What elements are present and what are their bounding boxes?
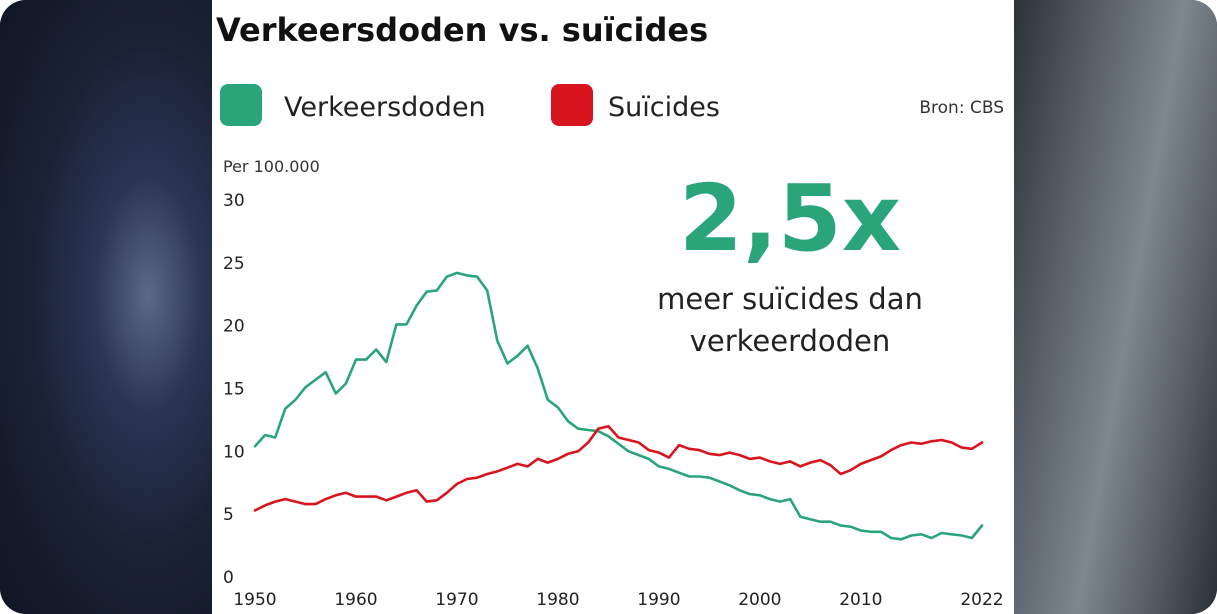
legend-swatch-suicides xyxy=(551,84,593,126)
y-tick-label: 5 xyxy=(223,505,234,525)
infographic-panel: Verkeersdoden vs. suïcides Verkeersdoden… xyxy=(212,0,1014,614)
x-tick-label: 2000 xyxy=(738,590,781,610)
x-tick-label: 1980 xyxy=(536,590,579,610)
series-line-verkeersdoden xyxy=(253,271,984,541)
highlight-callout: 2,5x meer suïcides dan verkeerdoden xyxy=(657,165,923,358)
line-chart: Verkeersdoden vs. suïcides Verkeersdoden… xyxy=(216,11,1004,610)
plot-area xyxy=(253,271,984,541)
y-axis: 0 5 10 15 20 25 30 xyxy=(223,191,245,588)
legend-swatch-verkeersdoden xyxy=(220,84,262,126)
y-tick-label: 25 xyxy=(223,254,245,274)
x-tick-label: 1950 xyxy=(233,590,276,610)
x-tick-label: 1990 xyxy=(637,590,680,610)
car-photo-right xyxy=(1014,0,1217,614)
x-tick-label: 2022 xyxy=(960,590,1003,610)
x-axis: 1950 1960 1970 1980 1990 2000 2010 2022 xyxy=(233,590,1003,610)
highlight-text-line1: meer suïcides dan xyxy=(657,282,923,316)
x-tick-label: 1960 xyxy=(334,590,377,610)
source-label: Bron: CBS xyxy=(919,98,1004,118)
chart-title: Verkeersdoden vs. suïcides xyxy=(216,11,708,49)
y-tick-label: 20 xyxy=(223,317,245,337)
x-tick-label: 2010 xyxy=(839,590,882,610)
legend: Verkeersdoden Suïcides xyxy=(220,84,720,126)
y-tick-label: 15 xyxy=(223,380,245,400)
legend-label-suicides: Suïcides xyxy=(608,92,720,123)
y-tick-label: 30 xyxy=(223,191,245,211)
highlight-value: 2,5x xyxy=(679,165,901,272)
legend-label-verkeersdoden: Verkeersdoden xyxy=(284,92,486,123)
y-tick-label: 10 xyxy=(223,442,245,462)
car-photo-left xyxy=(0,0,212,614)
x-tick-label: 1970 xyxy=(435,590,478,610)
series-line-suicides xyxy=(253,424,984,512)
y-axis-label: Per 100.000 xyxy=(223,157,320,176)
y-tick-label: 0 xyxy=(223,568,234,588)
highlight-text-line2: verkeerdoden xyxy=(690,324,891,358)
